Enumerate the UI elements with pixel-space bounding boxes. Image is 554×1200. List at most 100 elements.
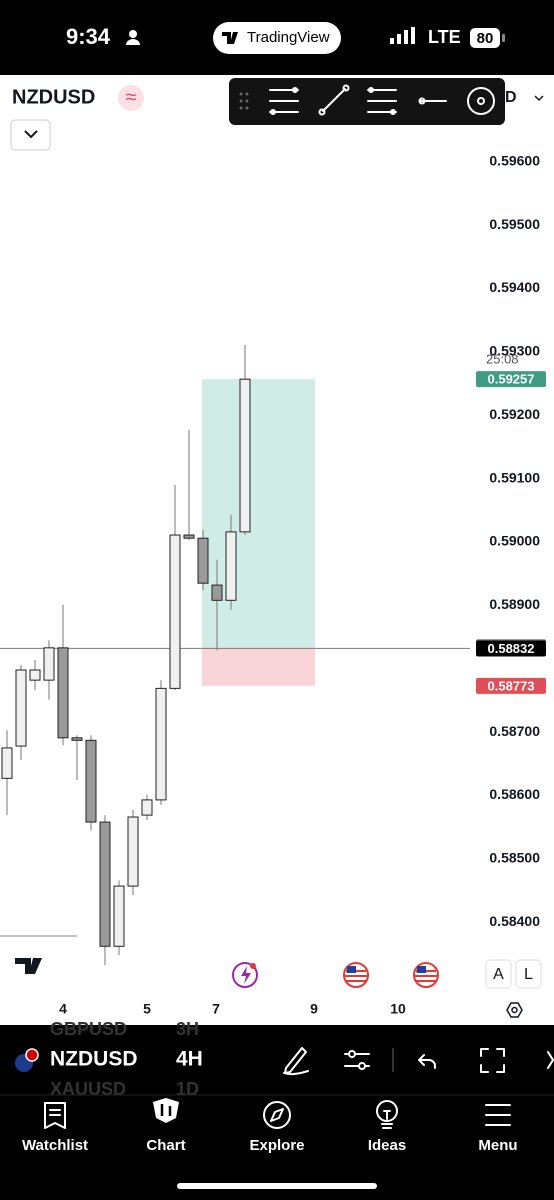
candle-body — [155, 687, 167, 801]
symbol[interactable]: NZDUSD — [12, 86, 95, 108]
x-tick-label: 10 — [390, 1001, 406, 1017]
chevron — [534, 95, 544, 102]
target-label: 0.59257 — [488, 372, 535, 387]
settings-icon[interactable] — [506, 1002, 523, 1018]
us-flag[interactable] — [413, 962, 439, 988]
y-tick-label: 0.58500 — [489, 850, 540, 866]
y-tick-label: 0.59400 — [489, 279, 540, 295]
y-tick-label: 0.59500 — [489, 216, 540, 232]
tv-watermark — [15, 958, 42, 974]
tool-fib[interactable] — [269, 87, 299, 115]
battery — [470, 28, 500, 48]
undo-icon[interactable] — [418, 1054, 436, 1069]
network: LTE — [428, 27, 461, 47]
interval[interactable]: D — [505, 89, 517, 106]
tool-trendline[interactable] — [318, 84, 350, 116]
last-price-label: 0.58832 — [488, 641, 535, 656]
menu-icon[interactable] — [485, 1104, 511, 1126]
target-box — [476, 371, 546, 388]
app-pill[interactable] — [213, 22, 341, 54]
bottom-panel — [0, 1025, 554, 1200]
chart-icon[interactable] — [153, 1098, 179, 1123]
candle-body — [239, 378, 251, 533]
x-tick-label: 5 — [143, 1001, 151, 1017]
y-tick-label: 0.59100 — [489, 469, 540, 485]
candle-body — [57, 647, 69, 739]
candle-body — [183, 534, 195, 539]
y-tick-label: 0.58600 — [489, 786, 540, 802]
candle-body — [141, 799, 153, 816]
candle-body — [127, 816, 139, 887]
x-tick-label: 4 — [59, 1001, 67, 1017]
fullscreen-icon[interactable] — [480, 1048, 505, 1073]
candle-body — [169, 534, 181, 689]
y-tick-label: 0.59200 — [489, 406, 540, 422]
tool-hline[interactable] — [418, 97, 447, 105]
picker-interval: 1D — [176, 1079, 199, 1099]
tv-logo — [222, 32, 238, 44]
tab-bar: Watchlist Chart Explore Ideas Menu — [22, 1137, 518, 1154]
indicators-icon[interactable] — [344, 1050, 370, 1070]
x-tick-label: 9 — [310, 1001, 318, 1017]
profit-zone — [202, 379, 315, 648]
symbol-badge — [118, 85, 144, 111]
candle-body — [113, 885, 125, 947]
picker-interval: 3H — [176, 1019, 199, 1039]
person-icon — [126, 39, 140, 45]
y-tick-label: 0.58700 — [489, 723, 540, 739]
bottom-interval[interactable]: 4H — [176, 1048, 203, 1071]
event-dot — [250, 963, 256, 969]
event-icon — [241, 966, 251, 984]
ideas-icon[interactable] — [376, 1100, 398, 1129]
plot: 0.59600 0.59500 0.59400 0.59300 0.59200 0.591… — [0, 153, 546, 1017]
log-scale-button[interactable] — [515, 959, 542, 989]
candle-body — [15, 669, 27, 747]
candle-body — [1, 747, 13, 779]
tab-label: Watchlist — [22, 1137, 88, 1154]
log-scale-label: L — [524, 966, 533, 983]
y-tick-label: 0.58900 — [489, 596, 540, 612]
candle-body — [225, 531, 237, 601]
dropdown-button[interactable] — [10, 119, 51, 151]
battery-level: 80 — [477, 30, 494, 47]
candle-body — [71, 737, 83, 741]
countdown: 25:08 — [486, 352, 519, 367]
y-tick-label: 0.58400 — [489, 913, 540, 929]
bottom-symbol[interactable]: NZDUSD — [50, 1048, 138, 1071]
y-tick-label: 0.59300 — [489, 343, 540, 359]
tool-pitchfork[interactable] — [367, 87, 397, 115]
tab-label: Explore — [249, 1137, 304, 1154]
picker-symbol: XAUUSD — [50, 1079, 126, 1099]
auto-scale-label: A — [493, 966, 504, 983]
chevron — [24, 130, 38, 139]
x-tick-label: 7 — [212, 1001, 220, 1017]
candle-body — [43, 647, 55, 681]
battery-tip — [502, 34, 505, 42]
more-icon — [547, 1051, 554, 1069]
candle-body — [29, 669, 41, 681]
draw-icon[interactable] — [283, 1047, 309, 1076]
loss-zone — [202, 647, 315, 686]
tab-label: Chart — [146, 1137, 185, 1154]
tool-cursor[interactable] — [467, 87, 495, 115]
watchlist-icon[interactable] — [44, 1102, 66, 1129]
home-indicator — [177, 1183, 377, 1189]
chart-area — [0, 75, 554, 1025]
tab-label: Ideas — [368, 1137, 406, 1154]
candle-body — [85, 739, 97, 823]
explore-icon[interactable] — [263, 1101, 291, 1129]
auto-scale-button[interactable] — [485, 959, 512, 989]
nz-flag — [15, 1048, 39, 1072]
stop-label: 0.58773 — [488, 678, 535, 693]
candle-body — [197, 537, 209, 584]
picker-symbol: GBPUSD — [50, 1019, 127, 1039]
stop-box — [476, 677, 546, 694]
tab-label: Menu — [478, 1137, 517, 1154]
grip — [239, 92, 249, 110]
clock: 9:34 — [66, 24, 111, 49]
us-flag[interactable] — [343, 962, 369, 988]
y-tick-label: 0.59600 — [489, 153, 540, 169]
candle-body — [99, 821, 111, 947]
